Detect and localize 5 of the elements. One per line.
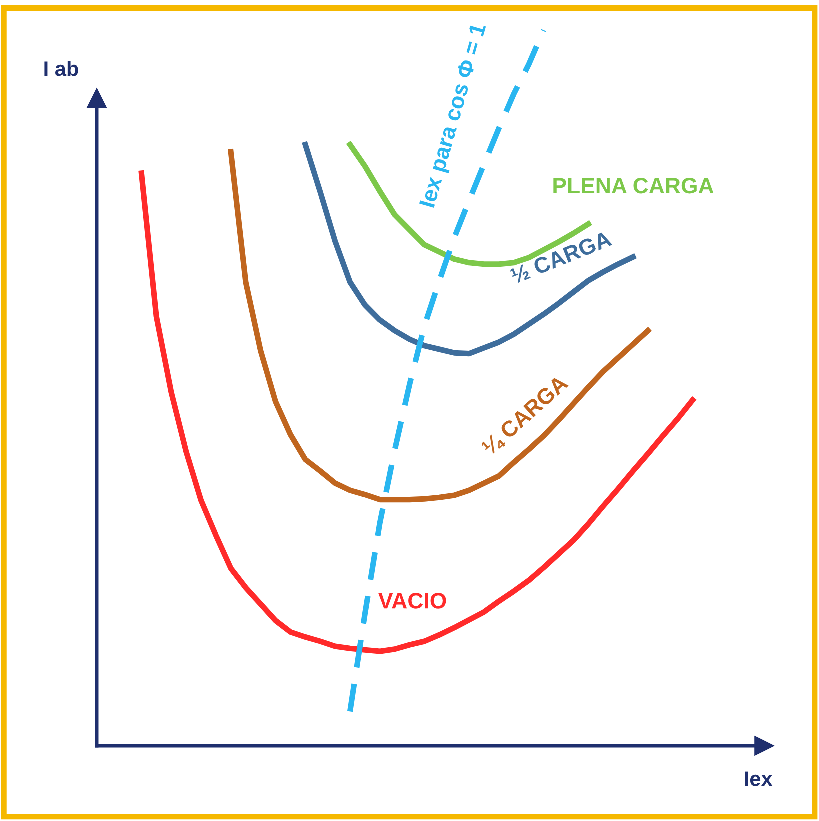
series-label: PLENA CARGA <box>554 178 714 194</box>
series-label: VACIO <box>378 593 446 609</box>
x-axis-title: Iex <box>745 772 773 786</box>
text: Iex para cos Φ = 1 <box>419 22 491 210</box>
y-axis-title: I ab <box>44 60 78 76</box>
